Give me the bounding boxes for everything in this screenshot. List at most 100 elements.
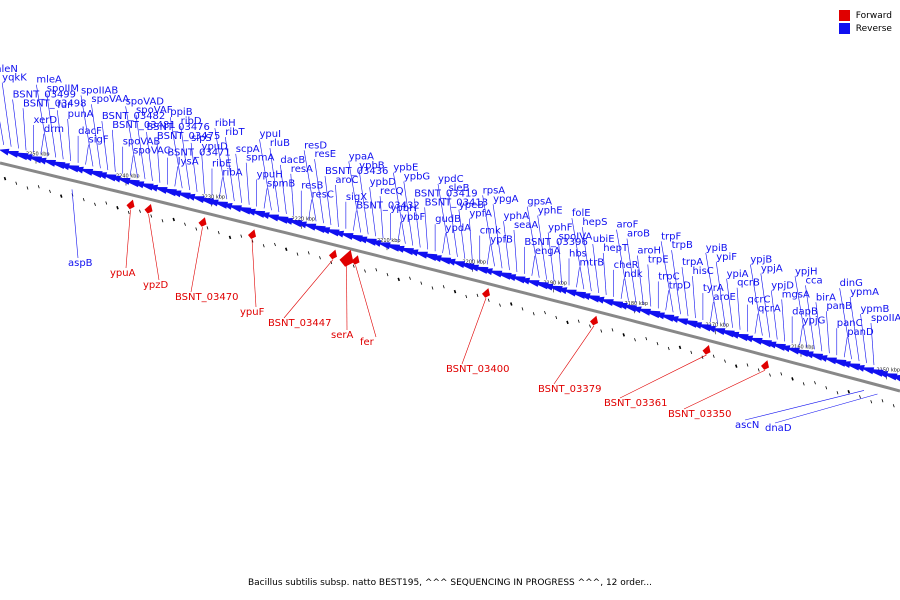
gene-label-reverse: ypjG <box>803 315 826 326</box>
label-connector <box>576 267 580 288</box>
position-tick <box>656 341 659 346</box>
scale-ticks: 2250 kbp 2240 kbp 2230 kbp 2220 kbp 2210 kbp… <box>0 152 900 408</box>
label-connector <box>393 172 406 244</box>
gene-arrow-forward <box>126 199 135 210</box>
label-connector <box>715 261 726 326</box>
position-tick <box>566 320 569 325</box>
gene-arrow-reverse <box>233 206 252 215</box>
gene-arrow-reverse <box>323 229 340 237</box>
gene-label-reverse: resD <box>304 140 327 151</box>
scale-tick-label: 2170 kbp <box>706 322 730 328</box>
gene-label-reverse: hepT <box>603 243 629 254</box>
gene-arrow-reverse <box>695 324 712 332</box>
position-tick <box>724 359 726 363</box>
gene-label-forward: ypuF <box>240 307 265 318</box>
position-tick <box>555 315 558 320</box>
position-tick <box>94 202 96 206</box>
gene-arrow-forward <box>482 288 490 298</box>
position-tick <box>105 201 108 205</box>
label-connector <box>805 285 815 350</box>
gene-label-reverse: cmk <box>480 226 501 237</box>
gene-arrow-reverse <box>100 174 117 182</box>
label-connector <box>492 204 503 269</box>
gene-label-reverse: resB <box>301 181 323 192</box>
label-connector <box>225 137 235 202</box>
gene-arrow-reverse <box>716 329 735 338</box>
gene-arrow-reverse <box>62 165 80 173</box>
gene-label-reverse: ypiB <box>706 243 728 254</box>
gene-arrow-reverse <box>742 335 754 343</box>
label-connector <box>235 153 243 203</box>
gene-label-reverse: ypmB <box>861 304 890 315</box>
label-connector <box>683 369 766 410</box>
position-tick <box>611 328 614 332</box>
scale-tick-label: 2190 kbp <box>544 280 568 286</box>
gene-label-reverse: yphA <box>504 211 530 222</box>
position-tick <box>139 209 141 213</box>
label-connector <box>403 181 414 246</box>
gene-arrow-reverse <box>711 328 726 335</box>
label-connector <box>582 227 592 292</box>
gene-label-reverse: ypbH <box>390 203 416 214</box>
gene-label-reverse: gudB <box>435 214 461 225</box>
label-connector <box>353 210 357 231</box>
position-tick <box>307 251 310 255</box>
label-connector <box>513 230 518 273</box>
gene-label-reverse: spmA <box>246 153 274 164</box>
label-connector <box>592 243 600 294</box>
position-tick <box>757 368 760 372</box>
label-connector <box>794 276 808 348</box>
gene-label-reverse: recQ <box>380 186 404 197</box>
scale-tick-label: 2180 kbp <box>625 301 649 307</box>
position-tick <box>712 354 715 358</box>
gene-arrow-reverse <box>817 355 828 362</box>
position-tick <box>509 302 513 306</box>
gene-label-reverse: BSNT_03436 <box>325 166 388 177</box>
position-tick <box>814 381 816 385</box>
gene-label-reverse: BSNT_03481 <box>112 120 175 131</box>
gene-label-reverse: BSNT_03413 <box>425 197 488 208</box>
position-tick <box>274 242 276 247</box>
gene-arrow-reverse <box>748 337 763 345</box>
label-connector <box>660 241 674 313</box>
forward-swatch <box>838 10 850 21</box>
label-connector <box>201 151 205 194</box>
label-connector <box>67 119 71 162</box>
gene-label-reverse: qcrA <box>758 304 781 315</box>
gene-label-reverse: sleB <box>448 183 469 194</box>
label-connector <box>135 115 146 180</box>
label-connector <box>619 354 707 399</box>
gene-label-reverse: dacB <box>280 155 305 166</box>
gene-arrow-reverse <box>567 291 586 299</box>
gene-arrow-reverse <box>593 296 605 304</box>
label-connector <box>46 93 57 158</box>
gene-label-reverse: ypdA <box>446 223 472 234</box>
label-connector <box>308 199 312 220</box>
position-tick <box>476 293 479 297</box>
gene-label-reverse: fur <box>57 100 72 111</box>
gene-label-reverse: ypbF <box>401 212 426 223</box>
label-connector <box>358 170 369 235</box>
gene-arrow-reverse <box>206 199 219 207</box>
position-tick <box>892 404 895 408</box>
position-tick <box>431 286 434 290</box>
gene-arrow-forward <box>339 249 354 267</box>
scale-tick-label: 2230 kbp <box>202 194 226 200</box>
label-connector <box>553 325 595 385</box>
gene-label-reverse: BSNT_03419 <box>414 188 477 199</box>
gene-label-forward: BSNT_03361 <box>604 398 667 409</box>
label-connector <box>671 250 681 315</box>
label-connector <box>626 238 637 303</box>
scale-tick-label: 2250 kbp <box>26 152 50 158</box>
gene-label-reverse: yphE <box>538 206 563 217</box>
label-connector <box>547 232 555 282</box>
label-connector <box>355 265 377 338</box>
position-tick <box>49 189 51 194</box>
gene-arrow-reverse <box>429 255 442 263</box>
position-tick <box>544 310 546 315</box>
gene-arrow-reverse <box>631 306 642 314</box>
position-tick <box>240 234 243 238</box>
gene-arrow-forward <box>590 315 598 326</box>
gene-arrow-reverse <box>854 365 865 372</box>
position-tick <box>195 227 198 231</box>
